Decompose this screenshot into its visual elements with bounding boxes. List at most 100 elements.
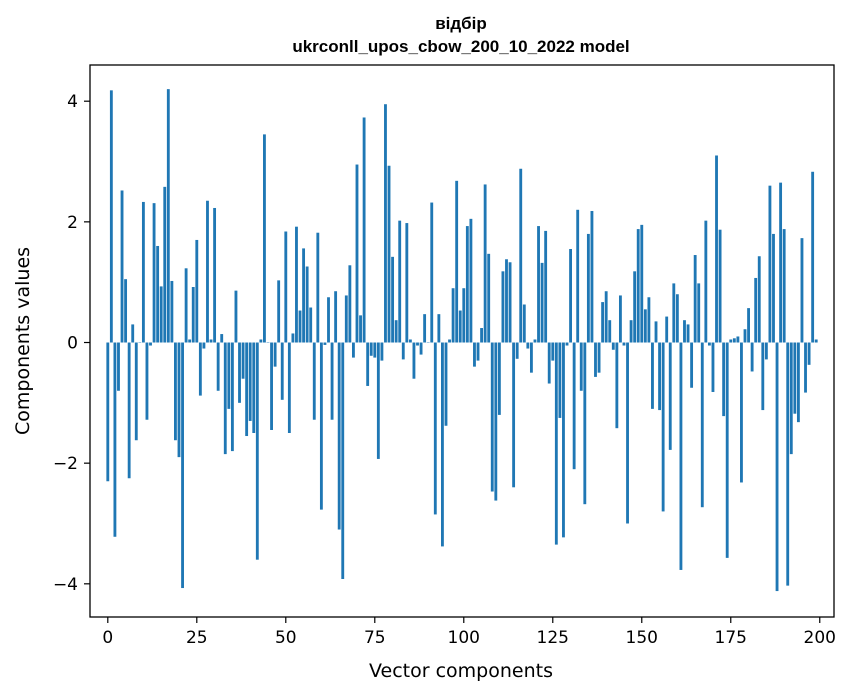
bar <box>640 224 644 343</box>
bar <box>697 283 701 343</box>
bar <box>398 220 402 343</box>
bar <box>779 182 783 343</box>
bar <box>458 310 462 343</box>
bar <box>796 342 800 423</box>
y-axis-label: Components values <box>12 247 34 435</box>
bar <box>668 342 672 450</box>
bar <box>565 342 569 346</box>
bar <box>213 207 217 343</box>
bar <box>469 218 473 343</box>
bar <box>665 316 669 343</box>
bar <box>480 328 484 343</box>
bar <box>736 336 740 343</box>
bar <box>611 342 615 350</box>
bar <box>319 342 323 510</box>
bar <box>113 342 117 537</box>
bar <box>362 117 366 343</box>
bar <box>387 165 391 343</box>
bar <box>220 334 224 343</box>
y-tick-label: −2 <box>53 454 78 474</box>
bar <box>814 339 818 343</box>
bar <box>693 255 697 343</box>
bar <box>807 342 811 365</box>
bar <box>512 342 516 488</box>
bar <box>661 342 665 512</box>
bar <box>586 233 590 343</box>
bar <box>743 329 747 343</box>
bar <box>152 203 156 343</box>
bar <box>287 342 291 433</box>
bar <box>626 342 629 524</box>
plot-frame <box>89 64 835 618</box>
bar <box>451 288 455 343</box>
bar <box>558 342 562 418</box>
bar <box>234 290 238 343</box>
bar <box>497 342 501 415</box>
bar <box>583 342 587 505</box>
bar <box>263 134 266 343</box>
bar <box>117 342 120 391</box>
x-tick-label: 125 <box>537 628 569 648</box>
bar <box>384 104 387 343</box>
bar <box>505 259 508 343</box>
y-tick-label: 2 <box>67 213 78 233</box>
x-tick-label: 175 <box>715 628 747 648</box>
bar <box>302 248 306 343</box>
bar <box>206 200 209 343</box>
bar <box>747 308 750 343</box>
bar <box>366 342 370 386</box>
bar <box>686 324 690 343</box>
bar <box>156 245 160 343</box>
bar <box>238 342 241 403</box>
bar <box>284 231 288 343</box>
bar <box>544 230 548 343</box>
bar <box>732 338 736 343</box>
bar <box>348 265 352 343</box>
bar <box>255 342 259 560</box>
bar <box>594 342 597 377</box>
bar <box>622 342 626 346</box>
bar <box>309 307 313 343</box>
bar <box>230 342 234 452</box>
bar <box>391 256 395 343</box>
x-tick-label: 200 <box>804 628 836 648</box>
bar <box>298 310 302 343</box>
bar <box>401 342 405 360</box>
bar <box>540 262 544 343</box>
y-axis-ticks: −4 −2 0 2 4 <box>53 92 90 595</box>
bar <box>629 320 633 343</box>
bar <box>711 342 715 392</box>
bar <box>789 342 793 455</box>
bar <box>241 342 245 379</box>
bar <box>690 342 694 388</box>
bar <box>227 342 231 409</box>
bar <box>768 185 772 343</box>
bar <box>750 342 754 372</box>
bar <box>394 320 398 343</box>
bar <box>166 89 170 343</box>
bar <box>277 280 281 343</box>
bar <box>270 342 273 430</box>
bar <box>273 342 277 367</box>
bar <box>359 315 362 343</box>
bar <box>416 342 419 346</box>
bar <box>341 342 345 579</box>
bar <box>444 342 448 426</box>
bar <box>437 314 441 343</box>
bar <box>601 302 605 343</box>
bar <box>722 342 726 417</box>
bar <box>344 295 348 343</box>
bar <box>198 342 202 396</box>
bar <box>761 342 765 411</box>
bar <box>757 256 761 343</box>
bar <box>124 279 128 343</box>
bar <box>369 342 373 356</box>
bar <box>280 342 284 400</box>
bar <box>522 304 526 343</box>
bar <box>312 342 316 420</box>
bar <box>618 295 622 343</box>
bar <box>633 271 637 343</box>
bar <box>811 171 815 343</box>
bar <box>718 229 722 343</box>
bar <box>209 339 213 343</box>
